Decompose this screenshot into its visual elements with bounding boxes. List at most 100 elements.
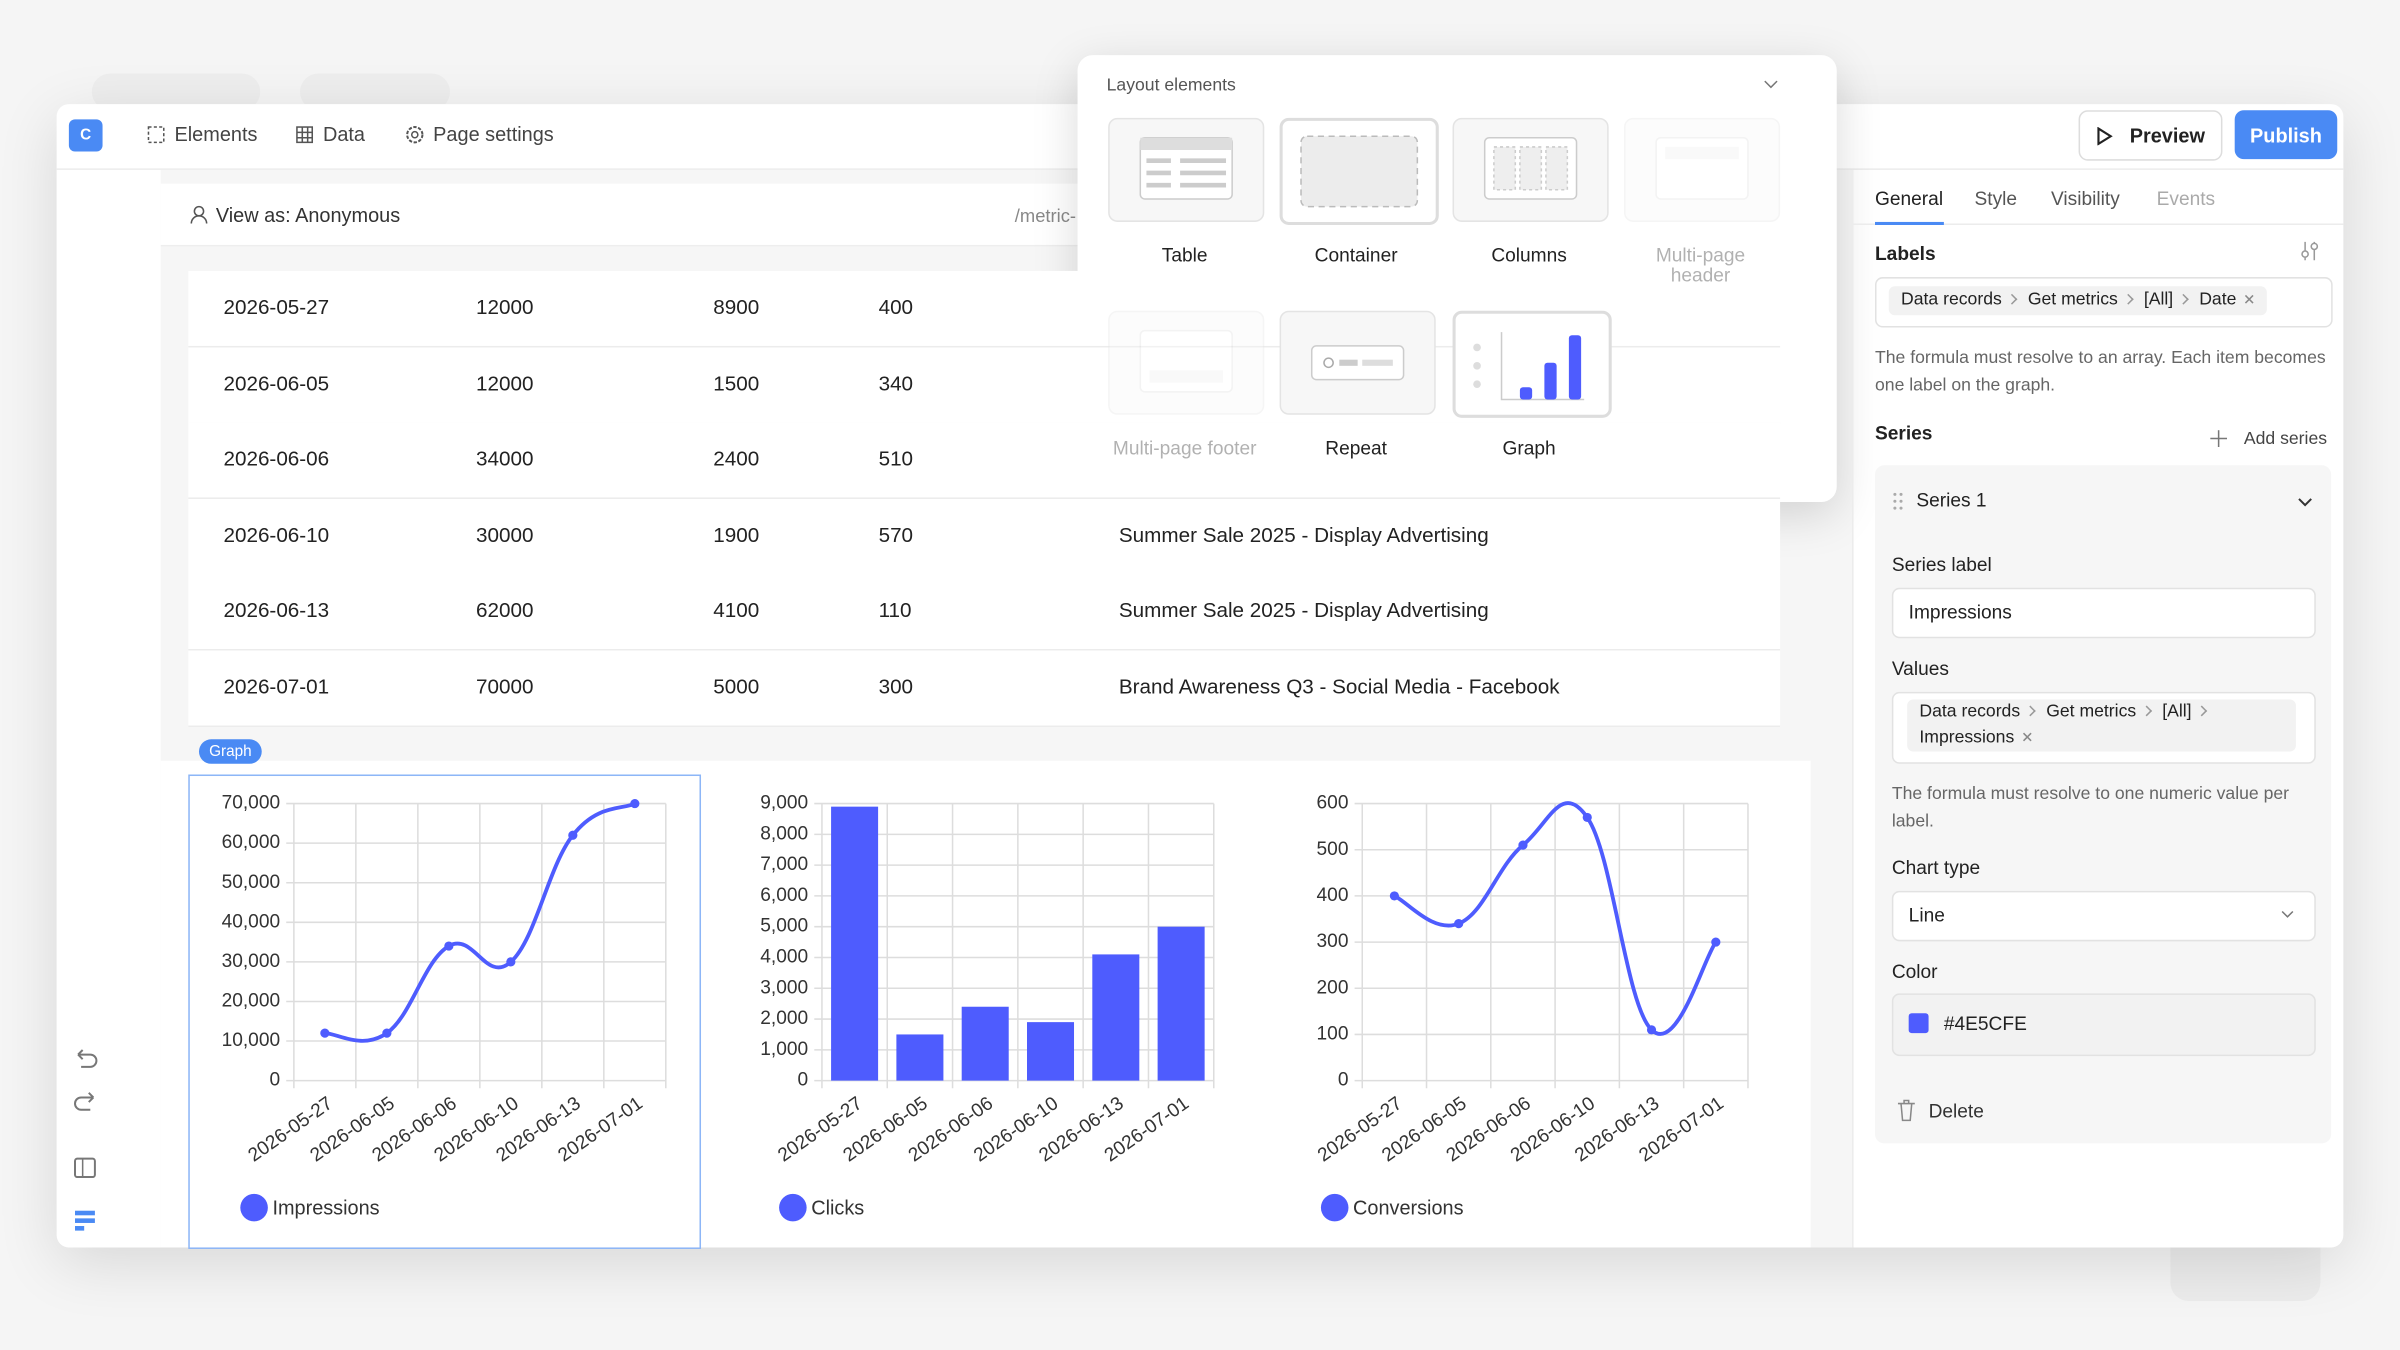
y-tick-label: 0 [269, 1070, 280, 1091]
y-tick-label: 5,000 [760, 916, 808, 937]
nav-data[interactable]: Data [322, 122, 366, 146]
series-name[interactable]: Series 1 [1916, 489, 1987, 512]
drag-handle[interactable] [1892, 491, 1904, 511]
series-label-title: Series label [1891, 554, 1992, 576]
bar [961, 1006, 1009, 1081]
formula-token: Impressions [1919, 728, 2015, 747]
tile-label: Table [1161, 244, 1208, 267]
table-cell: 12000 [476, 295, 534, 319]
point [1454, 919, 1464, 929]
series-title: Series [1874, 422, 1933, 444]
point [568, 830, 578, 840]
table-cell: 2026-06-10 [223, 522, 330, 546]
point [1518, 840, 1528, 850]
values-help: The formula must resolve to one numeric … [1891, 785, 2290, 832]
table-row: 2026-06-10 30000 1900 570 Summer Sale 2025 -… [188, 498, 1781, 575]
y-tick-label: 50,000 [222, 872, 280, 893]
color-swatch [1908, 1013, 1929, 1034]
nav-elements[interactable]: Elements [174, 122, 258, 146]
layout-tile[interactable] [1279, 310, 1436, 415]
table-cell: 34000 [476, 446, 534, 470]
labels-formula: Data records Get metrics [All] Date [1888, 286, 2268, 316]
color-input[interactable] [1891, 993, 2316, 1057]
settings-tab[interactable]: Visibility [2051, 188, 2120, 210]
tile-icon [1310, 345, 1405, 381]
collapse-icon[interactable] [1763, 78, 1778, 90]
publish-button[interactable]: Publish [2234, 110, 2338, 160]
y-tick-label: 9,000 [760, 793, 808, 814]
view-as[interactable]: View as: Anonymous [215, 203, 401, 227]
chevron [2122, 293, 2134, 305]
backdrop-shape [299, 73, 450, 111]
formula-token: Get metrics [2027, 290, 2118, 310]
table-cell: 110 [878, 598, 912, 622]
table-cell: 2400 [713, 446, 760, 470]
chevron [2140, 705, 2152, 717]
y-tick-label: 30,000 [222, 951, 280, 972]
settings-tab[interactable]: General [1874, 188, 1944, 210]
table-cell: 340 [878, 371, 914, 395]
remove-icon [2244, 294, 2255, 305]
layout-tile[interactable] [1623, 117, 1781, 222]
formula-token: [All] [2143, 290, 2174, 310]
table-cell: 510 [878, 446, 914, 470]
point [444, 941, 454, 951]
layout-tile[interactable] [1452, 117, 1609, 222]
charts: 0 10,000 20,000 30,000 40,000 50,000 60,000 70,… [222, 793, 1749, 1222]
sidebar-icons[interactable] [69, 1041, 103, 1232]
layout-tile[interactable] [1108, 310, 1265, 415]
delete-series[interactable]: Delete [1928, 1100, 1984, 1122]
table-cell: 1500 [713, 371, 760, 395]
values-title: Values [1891, 658, 1949, 680]
settings-tab[interactable]: Style [1974, 188, 2018, 210]
layout-tile[interactable] [1279, 117, 1439, 225]
y-tick-label: 10,000 [222, 1030, 280, 1051]
tile-label: Graph [1502, 437, 1556, 460]
select-chevron [2281, 910, 2294, 918]
tile-label: Multi-page header [1655, 244, 1746, 287]
y-tick-label: 400 [1317, 885, 1349, 906]
table-cell: 12000 [476, 371, 534, 395]
add-series[interactable]: Add series [2243, 430, 2328, 449]
logo[interactable]: C [68, 119, 103, 152]
y-tick-label: 70,000 [222, 793, 280, 814]
y-tick-label: 20,000 [222, 991, 280, 1012]
preview-button[interactable]: Preview [2078, 110, 2223, 161]
point [506, 957, 516, 967]
y-tick-label: 2,000 [760, 1008, 808, 1029]
point [382, 1028, 392, 1038]
table-cell: 2026-06-05 [223, 371, 330, 395]
tile-icon [1473, 332, 1585, 401]
chevron [2177, 293, 2189, 305]
table-cell: 5000 [713, 674, 760, 698]
point [320, 1028, 330, 1038]
table-cell: Summer Sale 2025 - Display Advertising [1118, 522, 1489, 546]
table-cell: 2026-07-01 [223, 674, 330, 698]
formula-settings-icon[interactable] [2299, 240, 2320, 261]
table-cell: 1900 [713, 522, 760, 546]
data-icon [296, 126, 314, 144]
tile-icon [1655, 136, 1749, 200]
chart-type-select[interactable] [1891, 890, 2316, 942]
table-cell: Brand Awareness Q3 - Social Media - Face… [1118, 674, 1560, 698]
layout-tile[interactable] [1108, 117, 1265, 222]
tile-icon [1300, 135, 1419, 208]
elements-icon [147, 126, 165, 144]
chart-type-value: Line [1908, 904, 1945, 927]
point [1389, 891, 1399, 901]
table-cell: 4100 [713, 598, 760, 622]
legend-swatch [779, 1193, 807, 1222]
y-tick-label: 40,000 [222, 911, 280, 932]
nav-page-settings[interactable]: Page settings [433, 122, 554, 146]
layout-tile[interactable] [1452, 310, 1612, 418]
series-chevron[interactable] [2297, 496, 2312, 508]
y-tick-label: 500 [1317, 839, 1349, 860]
formula-token: Get metrics [2046, 702, 2137, 721]
page-path: /metric- [1014, 205, 1077, 227]
graph-badge[interactable]: Graph [198, 739, 262, 764]
series-label-input[interactable] [1891, 587, 2316, 639]
settings-tab[interactable]: Events [2156, 188, 2216, 210]
legend-label: Clicks [811, 1197, 864, 1219]
table-cell: 570 [878, 522, 914, 546]
